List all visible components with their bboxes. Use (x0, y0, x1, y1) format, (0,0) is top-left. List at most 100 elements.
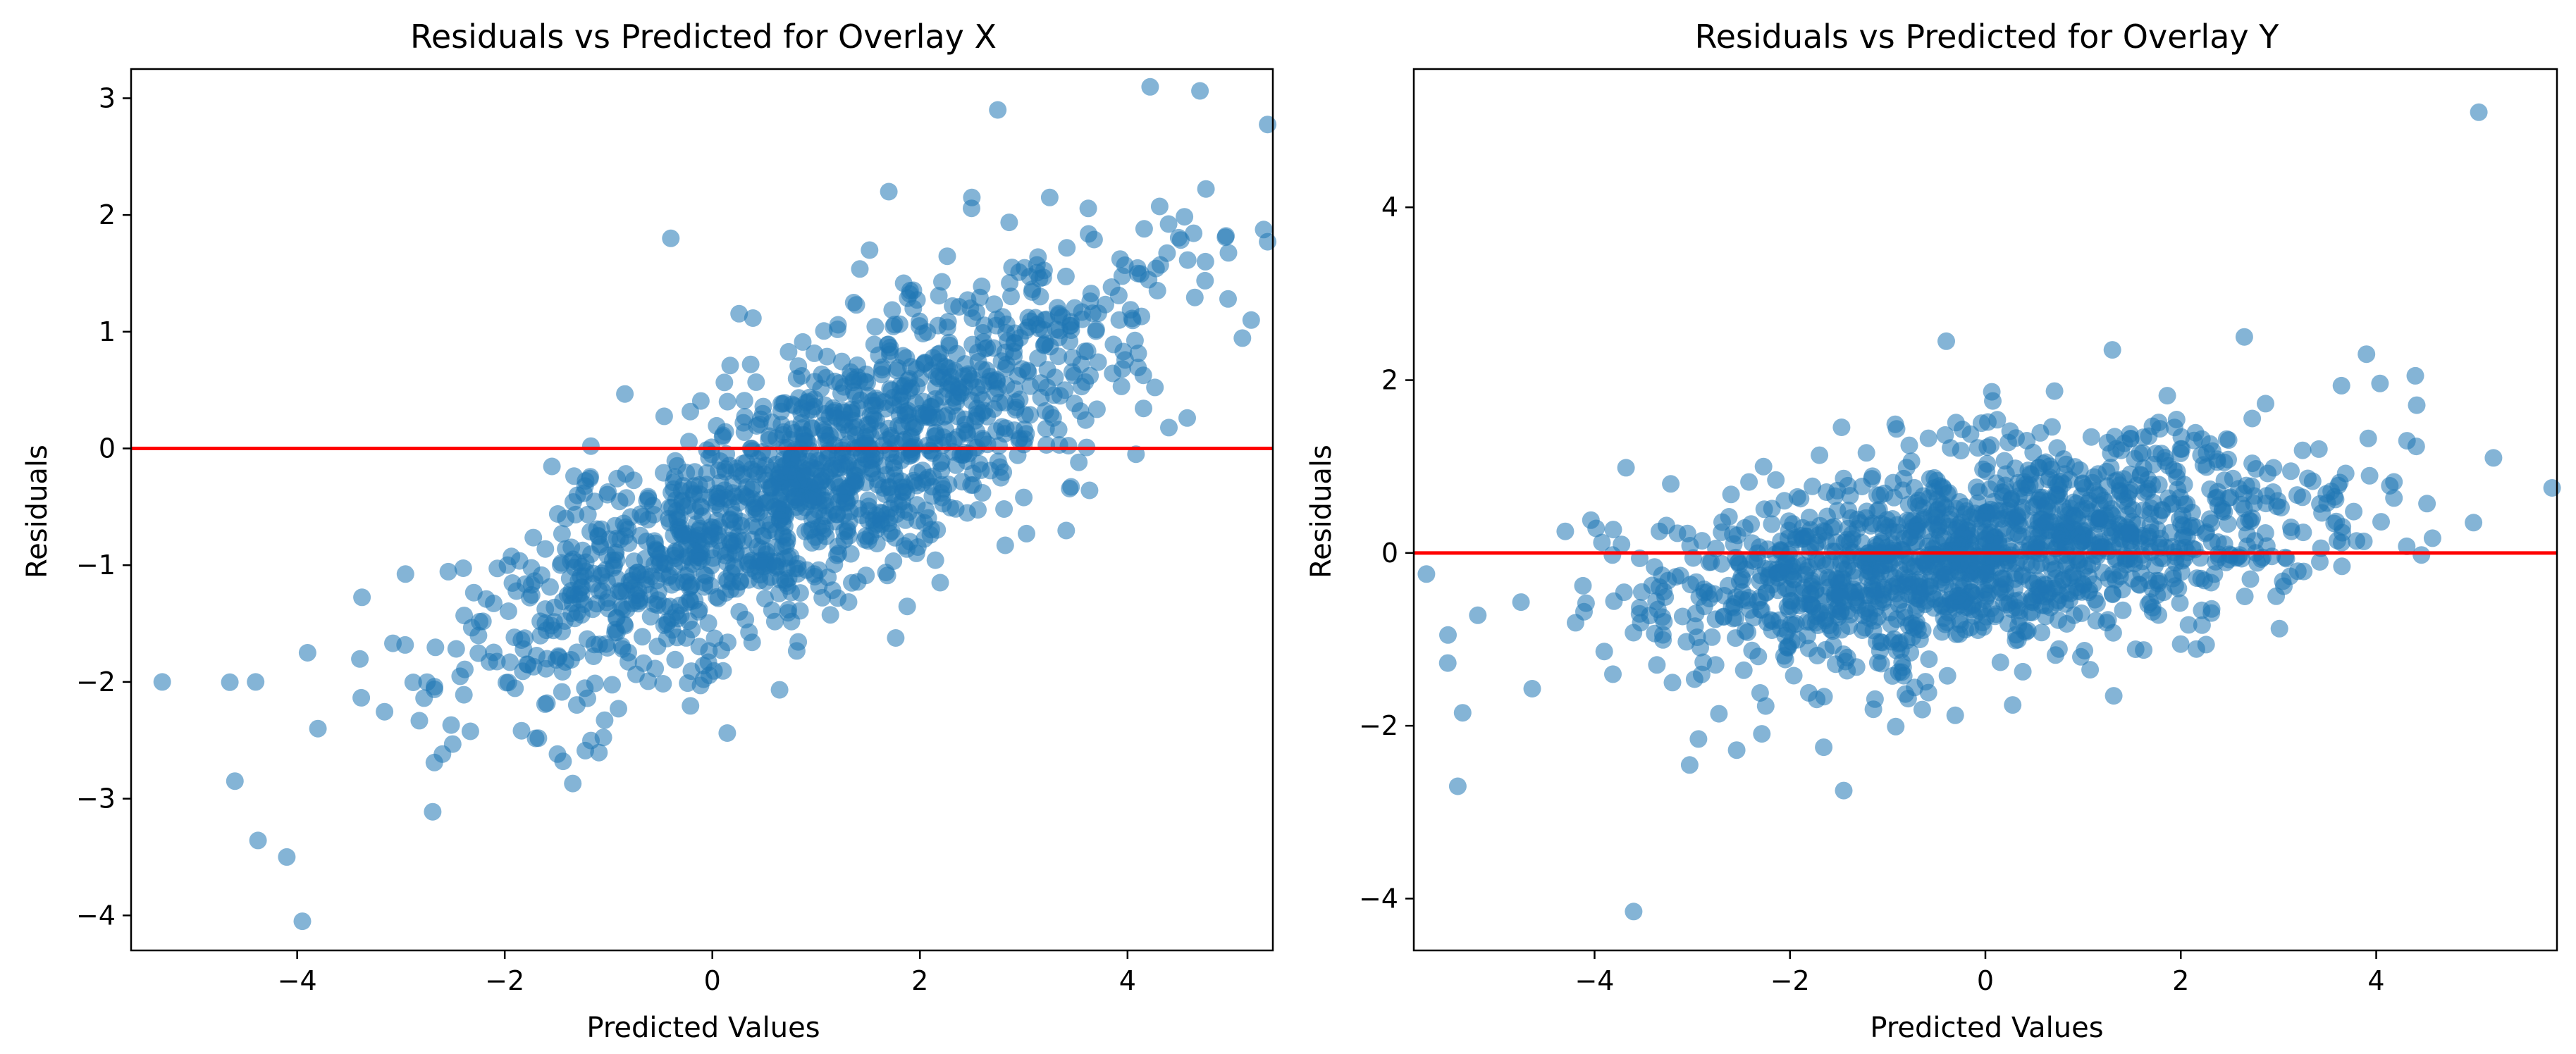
scatter-point (351, 650, 369, 668)
scatter-point (1755, 500, 1773, 519)
scatter-point (2050, 611, 2067, 629)
scatter-point (1191, 82, 1209, 100)
scatter-point (455, 607, 474, 625)
scatter-point (598, 485, 617, 504)
scatter-point (2406, 366, 2424, 385)
scatter-point (1744, 609, 1763, 627)
scatter-point (1730, 553, 1748, 571)
scatter-point (2071, 461, 2089, 479)
scatter-point (1439, 626, 1457, 644)
scatter-point (1815, 738, 1833, 757)
scatter-point (2119, 505, 2137, 523)
scatter-point (866, 318, 885, 336)
scatter-point (2104, 585, 2121, 603)
scatter-point (715, 373, 734, 392)
scatter-point (723, 533, 741, 550)
scatter-point (1196, 252, 1214, 271)
scatter-point (1935, 609, 1953, 627)
scatter-point (247, 673, 265, 691)
scatter-point (1946, 521, 1964, 540)
scatter-point (1872, 563, 1890, 581)
scatter-point (526, 572, 544, 590)
x-axis-ticks: −4 −2 0 2 4 (1574, 950, 2385, 996)
scatter-point (2348, 532, 2366, 550)
scatter-point (2066, 547, 2085, 565)
scatter-point (1129, 359, 1147, 377)
scatter-point (2360, 466, 2379, 485)
scatter-point (2333, 557, 2351, 576)
scatter-point (828, 320, 846, 338)
scatter-point (2064, 566, 2082, 585)
scatter-point (1823, 519, 1841, 537)
scatter-point (838, 522, 856, 540)
scatter-point (1007, 398, 1025, 416)
scatter-point (722, 581, 740, 599)
scatter-point (1916, 673, 1935, 691)
scatter-point (928, 521, 947, 539)
scatter-point (1604, 665, 1622, 683)
scatter-point (813, 588, 832, 607)
scatter-point (2178, 495, 2196, 513)
scatter-point (666, 452, 684, 470)
scatter-point (1015, 435, 1033, 454)
scatter-point (2159, 489, 2177, 507)
scatter-point (718, 724, 737, 742)
scatter-point (1782, 633, 1801, 651)
scatter-point (1946, 706, 1964, 724)
scatter-point (2050, 640, 2068, 658)
scatter-point (1259, 116, 1277, 134)
scatter-point (1037, 419, 1055, 438)
y-tick-label: −4 (76, 900, 116, 931)
scatter-point (1943, 583, 1961, 601)
scatter-point (1975, 583, 1993, 602)
scatter-point (954, 446, 972, 464)
scatter-point (1928, 490, 1947, 508)
scatter-point (424, 802, 442, 821)
scatter-point (522, 586, 541, 604)
scatter-point (1015, 488, 1033, 507)
scatter-point (767, 559, 785, 577)
y-axis-ticks: −4 −2 0 2 4 (1359, 192, 1414, 914)
scatter-point (1087, 321, 1105, 339)
scatter-point (536, 540, 555, 558)
y-tick-label: 0 (1381, 538, 1398, 569)
scatter-point (772, 416, 791, 434)
scatter-point (1978, 438, 1997, 457)
scatter-point (555, 612, 574, 630)
scatter-point (613, 640, 631, 658)
scatter-point (1097, 295, 1114, 314)
scatter-point (695, 566, 713, 584)
scatter-point (890, 406, 908, 424)
x-axis-label: Predicted Values (1870, 1012, 2103, 1044)
scatter-point (2171, 594, 2189, 612)
scatter-point (790, 451, 808, 469)
scatter-point (2171, 440, 2190, 458)
scatter-point (844, 294, 863, 311)
scatter-point (1854, 607, 1872, 624)
scatter-point (575, 484, 593, 502)
scatter-point (1104, 335, 1123, 354)
scatter-point (741, 559, 760, 577)
scatter-point (2142, 499, 2160, 517)
scatter-point (2104, 687, 2123, 705)
scatter-point (638, 532, 655, 550)
scatter-point (461, 722, 479, 740)
x-tick-label: −4 (278, 965, 317, 996)
scatter-point (1112, 377, 1130, 395)
scatter-point (815, 322, 833, 340)
scatter-point (1178, 251, 1197, 269)
scatter-point (1967, 478, 1985, 497)
scatter-point (805, 565, 823, 583)
x-tick-label: 0 (1977, 965, 1994, 996)
scatter-point (586, 674, 604, 693)
scatter-point (1844, 562, 1863, 580)
scatter-point (1817, 640, 1835, 659)
scatter-point (1063, 363, 1081, 381)
scatter-point (747, 373, 765, 391)
scatter-point (1171, 231, 1190, 249)
scatter-point (426, 638, 445, 657)
scatter-point (2009, 616, 2028, 635)
scatter-point (1035, 335, 1054, 354)
scatter-point (1023, 283, 1041, 301)
scatter-point (588, 595, 606, 613)
